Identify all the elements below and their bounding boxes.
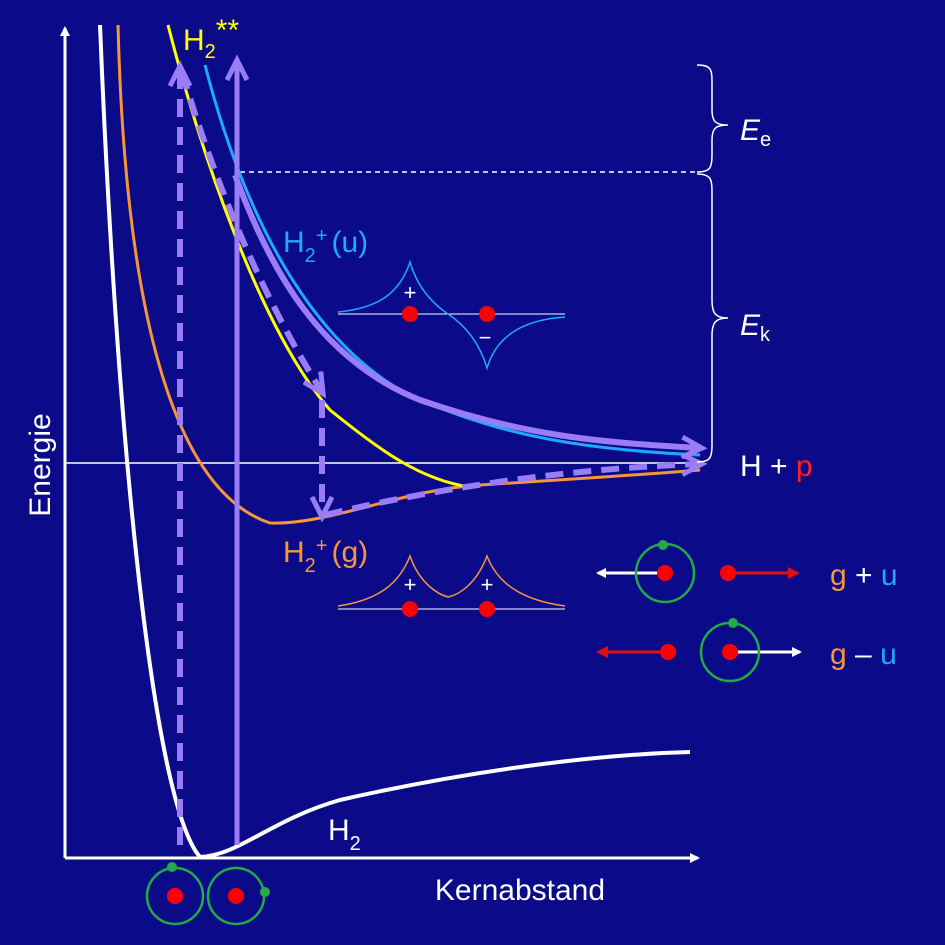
- ee-label: Ee: [740, 114, 771, 151]
- subscript: 2: [350, 833, 361, 855]
- wavefunction: [337, 553, 566, 607]
- sign: +: [481, 572, 494, 597]
- operator: +: [855, 559, 873, 592]
- electron: [728, 618, 738, 628]
- electron: [260, 887, 270, 897]
- g: g: [830, 638, 847, 671]
- base: H: [328, 814, 350, 847]
- brace-ee: [696, 64, 729, 173]
- superscript: +: [316, 535, 328, 557]
- nucleus: [660, 644, 676, 660]
- h2-excited-label: H2**: [183, 14, 239, 63]
- base: H: [283, 536, 305, 569]
- axes: [60, 26, 700, 863]
- electron: [167, 862, 177, 872]
- superscript: **: [216, 14, 240, 47]
- subscript: 2: [305, 245, 316, 267]
- h2-molecule: [145, 862, 270, 926]
- state: (u): [331, 226, 368, 259]
- u-dissociation-path: [232, 173, 700, 448]
- combination-plus: g + u: [596, 540, 898, 604]
- nucleus: [402, 306, 418, 322]
- x-axis-label: Kernabstand: [435, 874, 605, 907]
- subscript: 2: [305, 555, 316, 577]
- nucleus: [167, 888, 183, 904]
- h2-curve: [98, 24, 691, 860]
- base: H: [283, 226, 305, 259]
- dissociation-label: H + p: [740, 450, 813, 483]
- u-orbital: + −: [337, 259, 566, 371]
- sign: −: [479, 325, 492, 350]
- subscript: e: [760, 129, 771, 151]
- h2plus-u-label: H2+ (u): [283, 225, 368, 267]
- combination-label: g – u: [830, 638, 897, 671]
- base: H: [183, 24, 205, 57]
- h2plus-g-curve: [116, 24, 701, 525]
- u: u: [880, 638, 897, 671]
- h2-label: H2: [328, 814, 361, 855]
- sign: +: [404, 572, 417, 597]
- symbol: E: [740, 309, 761, 342]
- combination-label: g + u: [830, 559, 898, 592]
- nucleus: [722, 644, 738, 660]
- transitions: [180, 62, 700, 845]
- g: g: [830, 559, 847, 592]
- symbol: E: [740, 114, 761, 147]
- g-orbital: + +: [337, 553, 566, 617]
- nucleus: [402, 601, 418, 617]
- electron: [658, 540, 668, 550]
- y-axis-label: Energie: [24, 413, 57, 516]
- excited-decay-path: [179, 71, 322, 392]
- h2plus-g-label: H2+ (g): [283, 535, 368, 577]
- nucleus: [720, 565, 736, 581]
- combination-minus: g – u: [596, 618, 897, 683]
- state: (g): [331, 536, 368, 569]
- ek-label: Ek: [740, 309, 771, 346]
- subscript: k: [760, 324, 771, 346]
- nucleus: [228, 888, 244, 904]
- plus: +: [770, 450, 788, 483]
- nucleus: [657, 565, 673, 581]
- operator: –: [855, 638, 872, 671]
- wavefunction: [337, 259, 566, 371]
- braces: [696, 64, 729, 463]
- subscript: 2: [205, 41, 216, 63]
- h: H: [740, 450, 762, 483]
- u: u: [881, 559, 898, 592]
- brace-ek: [696, 173, 729, 463]
- superscript: +: [316, 225, 328, 247]
- nucleus: [479, 306, 495, 322]
- p: p: [796, 450, 813, 483]
- sign: +: [404, 280, 417, 305]
- nucleus: [479, 601, 495, 617]
